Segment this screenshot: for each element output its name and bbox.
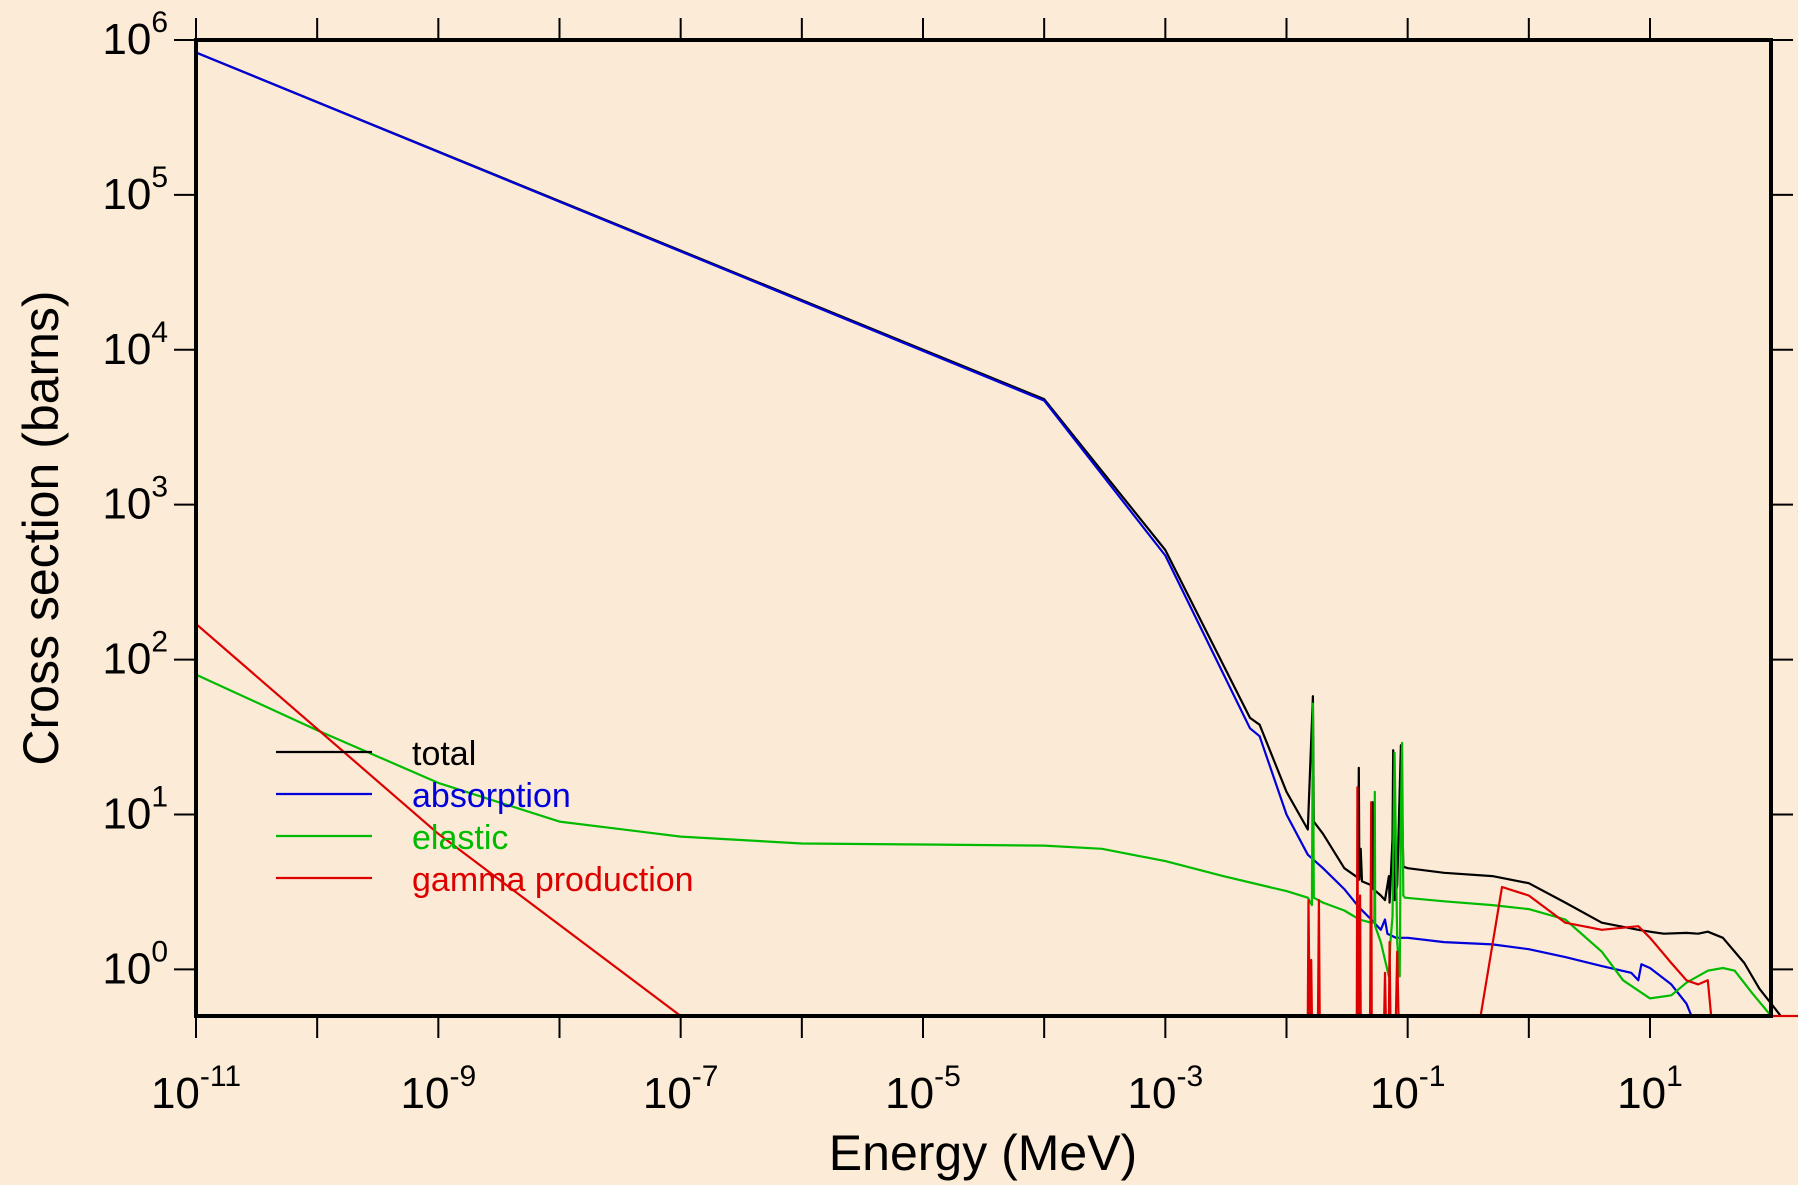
legend-label: absorption bbox=[412, 777, 571, 815]
y-tick-label: 100 bbox=[102, 935, 168, 993]
axes: 10-11 10-9 10-7 10-5 10-3 10-1 101 100 101 102 103… bbox=[102, 6, 1793, 1118]
y-tick-label: 102 bbox=[102, 626, 168, 684]
plot-background bbox=[196, 40, 1771, 1016]
x-tick-label: 10-9 bbox=[401, 1060, 477, 1118]
y-axis-title: Cross section (barns) bbox=[13, 290, 69, 765]
legend-label: gamma production bbox=[412, 861, 694, 899]
y-tick-label: 105 bbox=[102, 161, 168, 219]
x-tick-label: 10-7 bbox=[643, 1060, 719, 1118]
y-tick-label: 104 bbox=[102, 316, 168, 374]
x-tick-label: 101 bbox=[1617, 1060, 1683, 1118]
plot-frame bbox=[194, 38, 1773, 1018]
legend-label: elastic bbox=[412, 819, 508, 857]
legend: total absorption elastic gamma production bbox=[276, 735, 694, 899]
y-tick-label: 103 bbox=[102, 471, 168, 529]
series-line-elastic bbox=[195, 673, 1773, 1017]
x-tick-label: 10-3 bbox=[1128, 1060, 1204, 1118]
x-tick-label: 10-11 bbox=[151, 1060, 241, 1118]
y-tick-label: 106 bbox=[102, 6, 168, 64]
y-tick-label: 101 bbox=[102, 780, 168, 838]
x-axis-title: Energy (MeV) bbox=[829, 1125, 1137, 1181]
x-tick-label: 10-5 bbox=[885, 1060, 961, 1118]
x-tick-label: 10-1 bbox=[1370, 1060, 1446, 1118]
legend-label: total bbox=[412, 735, 476, 773]
